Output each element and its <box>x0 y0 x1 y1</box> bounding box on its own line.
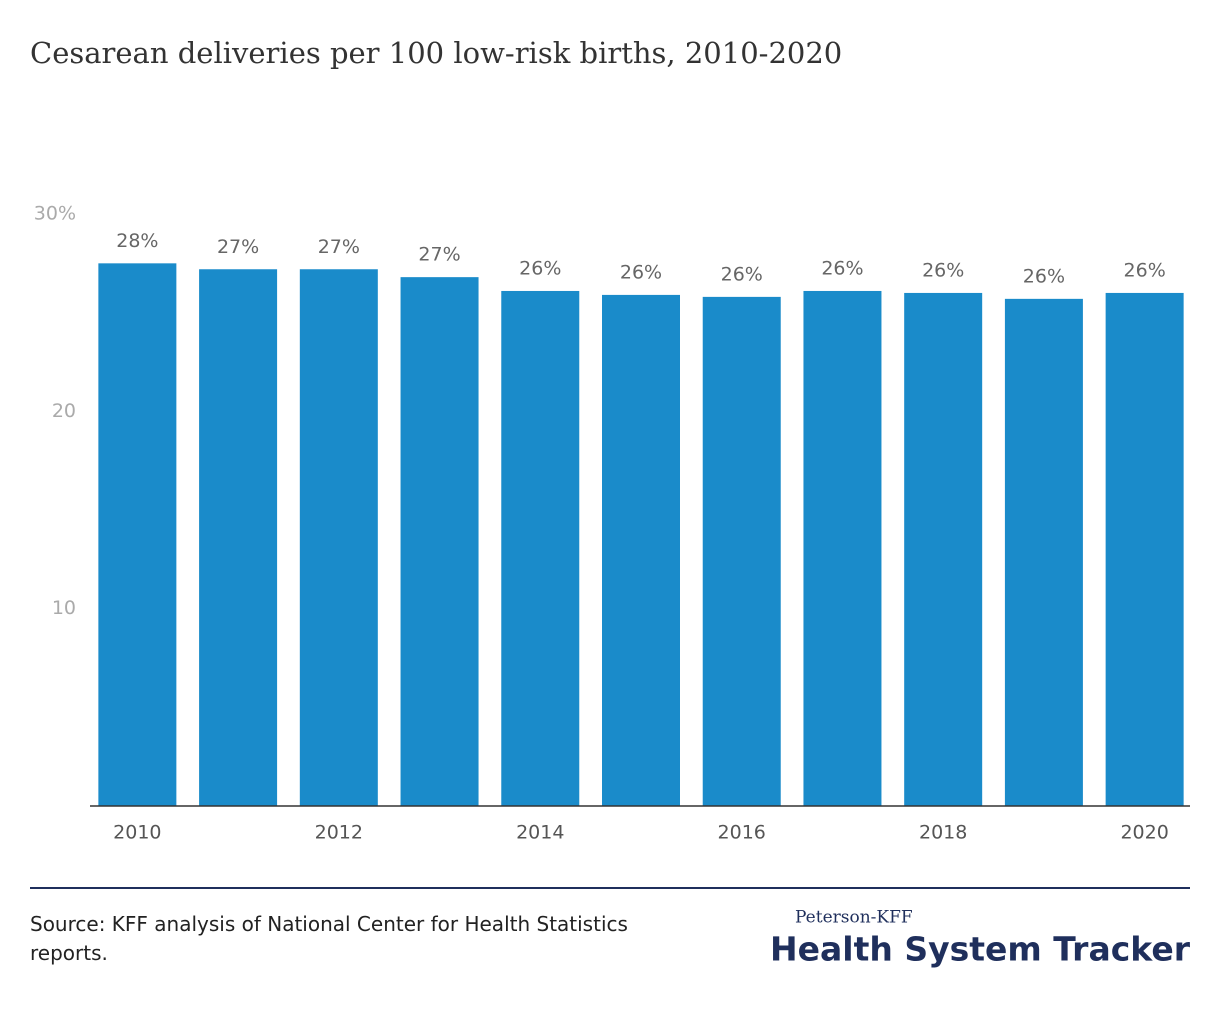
bar <box>1105 292 1184 806</box>
bar <box>400 277 479 806</box>
value-label: 27% <box>418 244 460 266</box>
y-tick-label: 20 <box>52 400 76 422</box>
x-tick-label: 2012 <box>315 822 363 844</box>
x-tick-label: 2020 <box>1120 822 1168 844</box>
value-label: 26% <box>922 259 964 281</box>
bar <box>98 263 177 806</box>
x-tick-label: 2014 <box>516 822 564 844</box>
y-tick-label: 30% <box>34 203 76 225</box>
x-tick-label: 2010 <box>113 822 161 844</box>
bar <box>702 296 781 806</box>
value-label: 26% <box>519 257 561 279</box>
brand-small: Peterson-KFF <box>795 908 913 928</box>
bar <box>199 269 278 807</box>
bar <box>1004 298 1083 806</box>
chart-title: Cesarean deliveries per 100 low-risk bir… <box>30 36 842 70</box>
value-label: 26% <box>620 261 662 283</box>
y-tick-label: 10 <box>52 597 76 619</box>
bar <box>803 290 882 807</box>
bar <box>602 294 680 806</box>
source-note: Source: KFF analysis of National Center … <box>30 912 628 965</box>
bar <box>904 292 983 806</box>
value-label: 26% <box>721 263 763 285</box>
value-label: 26% <box>1023 265 1065 287</box>
brand-large: Health System Tracker <box>770 930 1191 969</box>
value-label: 28% <box>116 230 158 252</box>
value-label: 27% <box>318 236 360 258</box>
x-tick-label: 2018 <box>919 822 967 844</box>
bar <box>299 269 378 807</box>
x-tick-label: 2016 <box>718 822 766 844</box>
bar <box>501 290 580 807</box>
value-label: 26% <box>821 257 863 279</box>
value-label: 26% <box>1124 259 1166 281</box>
value-label: 27% <box>217 236 259 258</box>
